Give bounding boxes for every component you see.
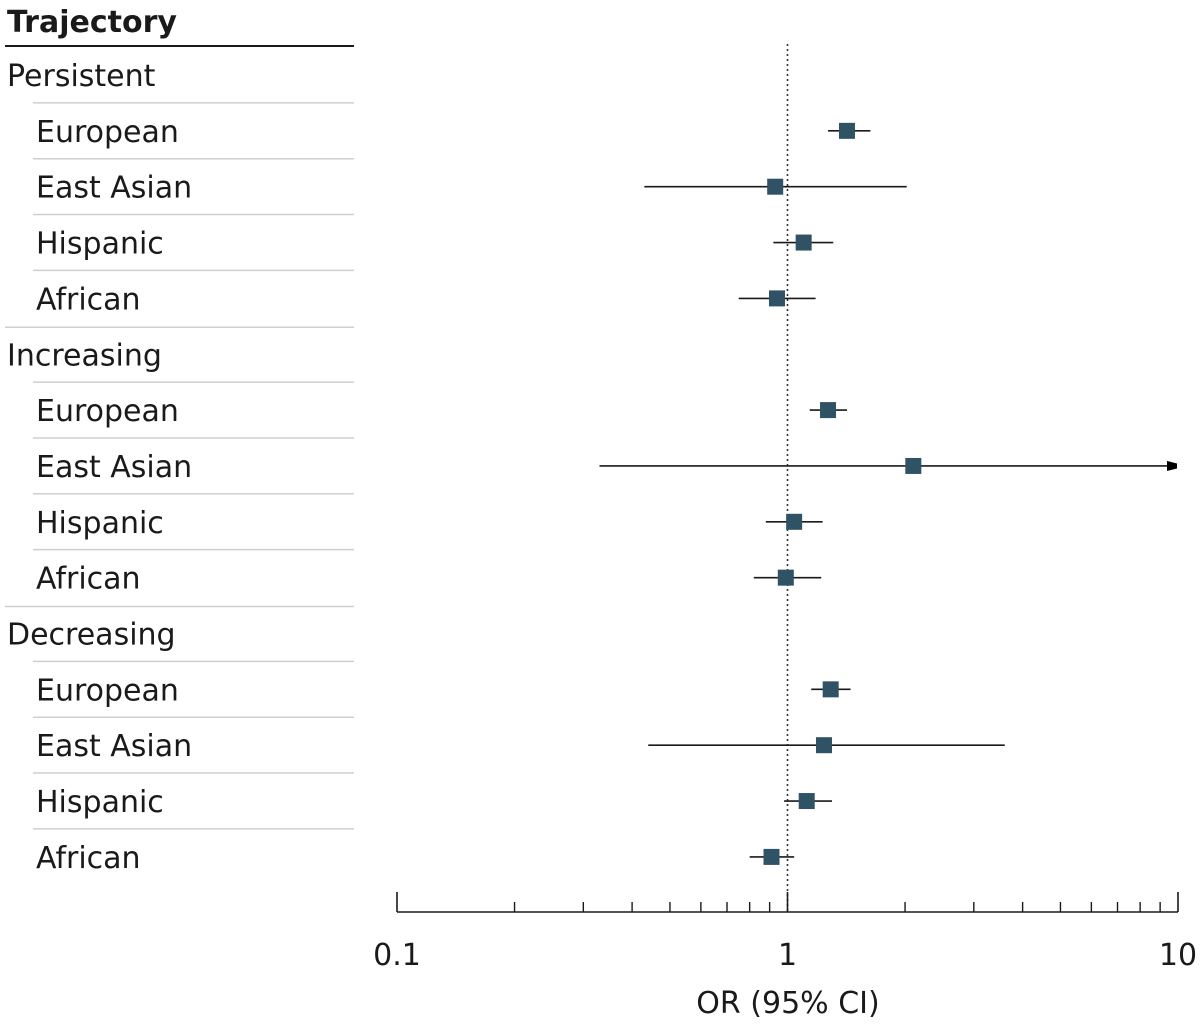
or-point <box>769 290 786 307</box>
or-point <box>767 178 784 195</box>
or-point <box>763 848 780 865</box>
row-label: African <box>36 841 141 876</box>
x-axis-label: OR (95% CI) <box>696 986 879 1021</box>
or-point <box>798 793 815 810</box>
x-tick-label: 0.1 <box>373 938 421 973</box>
x-tick-label: 1 <box>778 938 797 973</box>
or-point <box>820 402 837 419</box>
row-label: East Asian <box>36 729 192 764</box>
or-point <box>786 513 803 530</box>
or-point <box>838 122 855 139</box>
row-label: East Asian <box>36 450 192 485</box>
row-label: European <box>36 394 179 429</box>
row-label: East Asian <box>36 171 192 206</box>
x-axis: 0.1 1 10 <box>373 892 1197 973</box>
or-point <box>795 234 812 251</box>
row-label: European <box>36 115 179 150</box>
x-tick-label: 10 <box>1159 938 1197 973</box>
row-label: European <box>36 673 179 708</box>
row-label: African <box>36 282 141 317</box>
or-point <box>815 737 832 754</box>
rows-layer: Persistent European East Asian Hispanic Afri… <box>5 44 1176 912</box>
or-point <box>777 569 794 586</box>
row-label: Hispanic <box>36 785 164 820</box>
row-label: Hispanic <box>36 227 164 262</box>
or-point <box>822 681 839 698</box>
row-label: African <box>36 562 141 597</box>
column-header: Trajectory <box>7 5 177 40</box>
row-label: Hispanic <box>36 506 164 541</box>
or-point <box>905 457 922 474</box>
group-label: Persistent <box>7 59 156 94</box>
group-label: Increasing <box>7 338 162 373</box>
group-label: Decreasing <box>7 618 176 653</box>
